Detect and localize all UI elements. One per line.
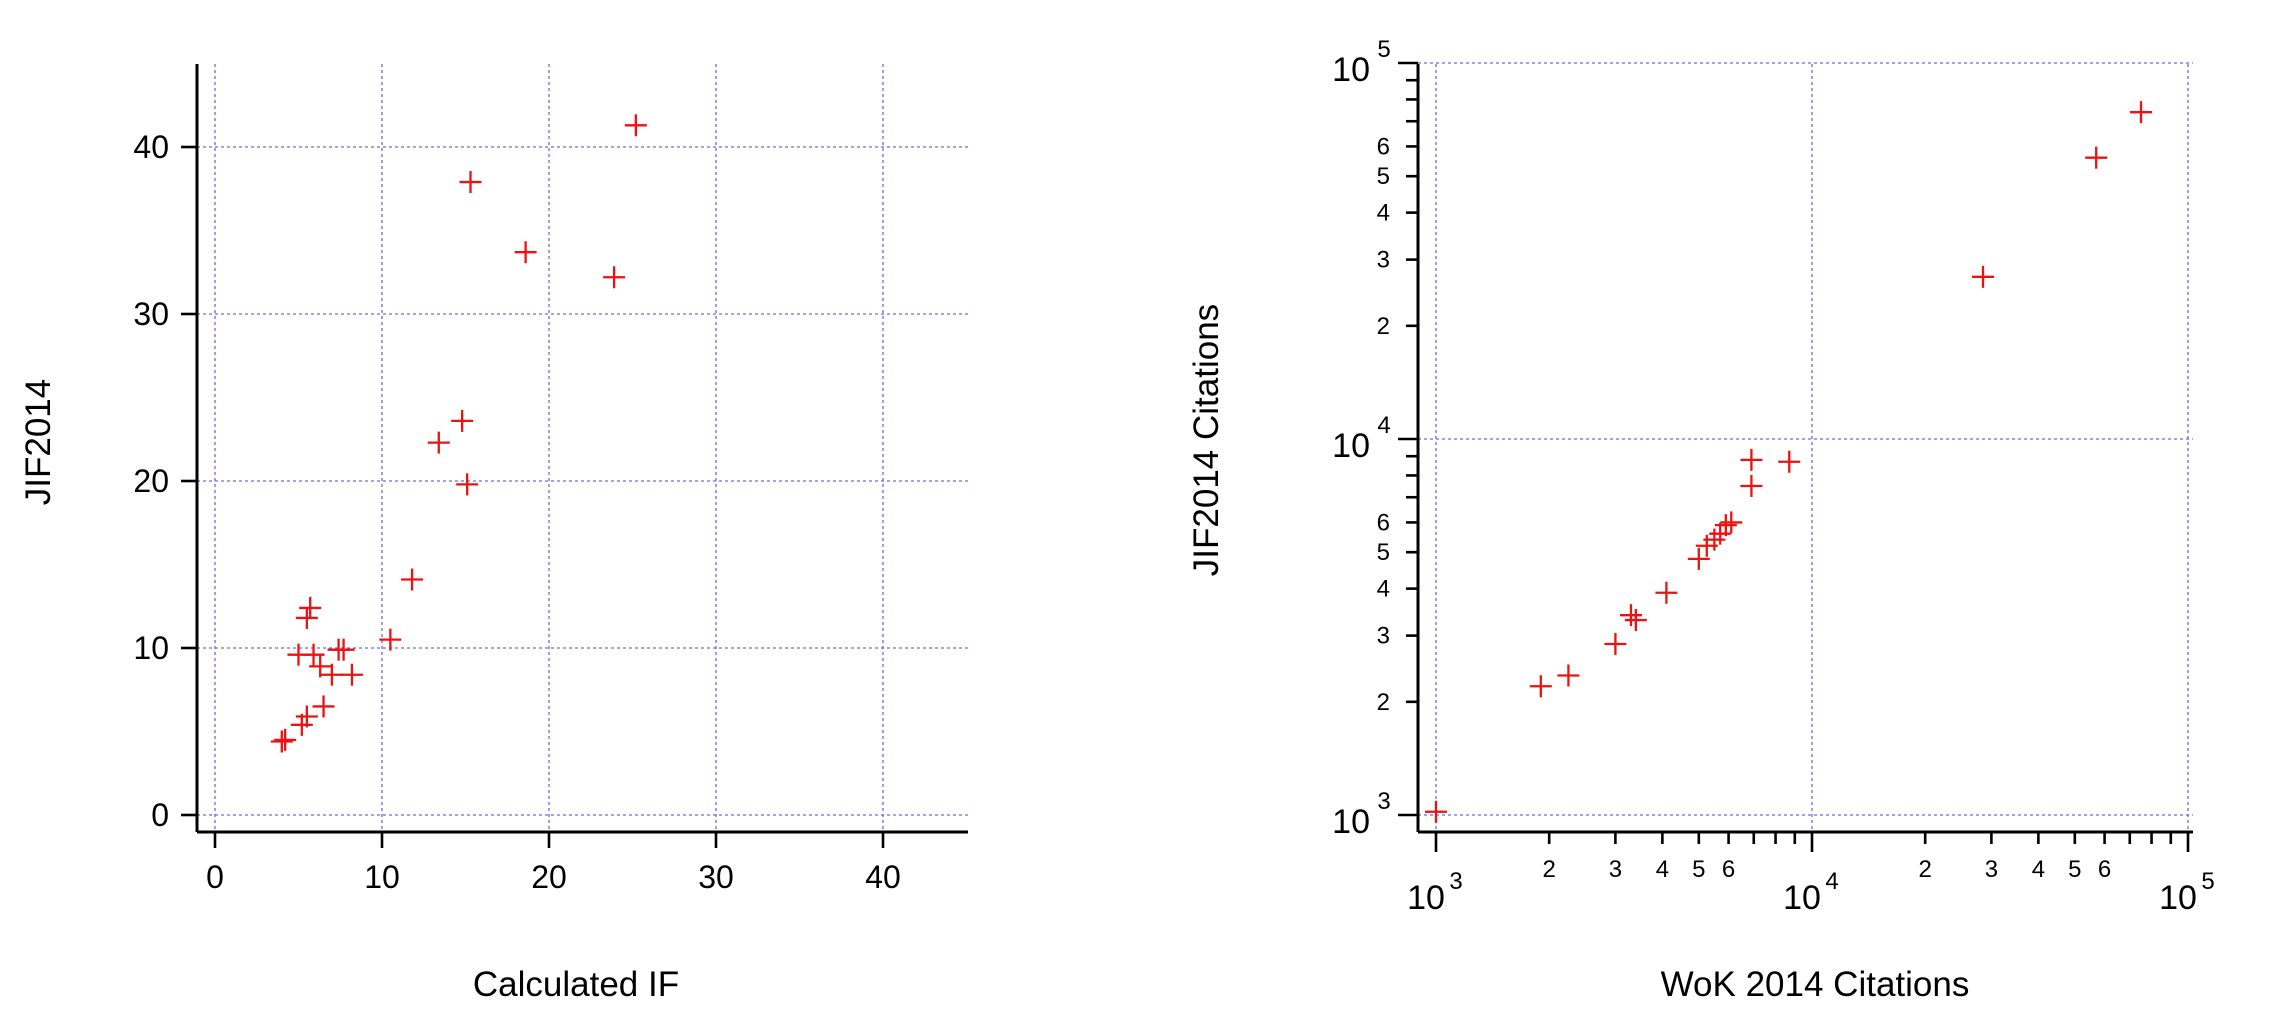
right-y-minor-label: 3	[1377, 247, 1390, 274]
right-data-point	[1709, 522, 1732, 545]
right-data-point	[2130, 101, 2153, 124]
right-x-minor-label: 5	[2068, 856, 2081, 883]
right-y-tick-exponent: 4	[1377, 412, 1390, 439]
left-x-tick-label: 30	[698, 859, 734, 895]
right-x-tick-exponent: 5	[2201, 868, 2214, 895]
right-axes	[1416, 64, 2193, 834]
left-x-axis-label: Calculated IF	[473, 965, 679, 1004]
left-data-point	[340, 663, 363, 686]
right-gridlines	[1418, 62, 2193, 832]
left-gridlines	[197, 64, 968, 832]
right-y-minor-label: 6	[1377, 509, 1390, 536]
right-data-point	[1619, 604, 1642, 627]
right-y-minor-label: 2	[1377, 313, 1390, 340]
left-data-point	[295, 606, 318, 629]
right-data-point	[1778, 450, 1801, 473]
left-data-point	[379, 628, 402, 651]
left-y-axis-label: JIF2014	[19, 379, 58, 505]
right-y-tick-label: 10	[1332, 803, 1370, 841]
right-data-point	[1557, 664, 1580, 687]
left-x-tick-label: 10	[364, 859, 400, 895]
left-data-point	[451, 409, 474, 432]
chart-calculated-if-vs-jif2014: 0 10 20 30 40 0 10 20 30 40 Calculated IF JIF2014	[19, 64, 968, 1004]
left-data-point	[332, 638, 355, 661]
right-data-point	[1425, 800, 1447, 823]
left-data-point	[459, 171, 482, 194]
right-y-tick-label: 10	[1332, 427, 1370, 465]
right-data-point	[1655, 581, 1678, 604]
right-data-point	[1740, 474, 1763, 497]
right-data-point	[1529, 675, 1552, 698]
right-x-minor-label: 6	[1722, 856, 1735, 883]
left-data-point	[274, 728, 297, 751]
right-data-point	[1624, 609, 1647, 632]
left-data-point	[401, 568, 424, 591]
right-data-point	[1703, 528, 1726, 551]
left-data-point	[295, 705, 318, 728]
right-y-tick-exponent: 5	[1377, 36, 1390, 63]
left-data-point	[309, 655, 332, 678]
left-x-tick-label: 40	[865, 859, 901, 895]
left-data-point	[427, 431, 450, 454]
right-x-tick-exponent: 4	[1825, 868, 1838, 895]
left-y-tick-label: 0	[151, 797, 169, 833]
left-data-point	[624, 114, 647, 137]
right-y-minor-label: 5	[1377, 163, 1390, 190]
right-data-point	[2085, 146, 2108, 169]
left-data-point	[514, 241, 537, 264]
left-axes	[195, 64, 968, 834]
right-x-minor-label: 5	[1692, 856, 1705, 883]
left-data-point	[603, 266, 626, 289]
right-y-tick-label: 10	[1332, 51, 1370, 89]
right-x-minor-label: 2	[1543, 856, 1556, 883]
left-data-points	[270, 114, 647, 753]
right-x-minor-label: 6	[2098, 856, 2111, 883]
left-y-tick-label: 20	[133, 463, 169, 499]
right-y-minor-label: 3	[1377, 623, 1390, 650]
left-y-tick-label: 40	[133, 129, 169, 165]
left-data-point	[270, 730, 293, 753]
right-x-minor-label: 4	[1656, 856, 1669, 883]
right-x-axis-label: WoK 2014 Citations	[1661, 965, 1970, 1004]
left-data-point	[302, 643, 325, 666]
right-data-point	[1714, 514, 1737, 537]
left-x-tick-label: 20	[531, 859, 567, 895]
left-tick-labels: 0 10 20 30 40 0 10 20 30 40	[133, 129, 900, 895]
left-data-point	[320, 663, 343, 686]
right-y-minor-label: 4	[1377, 576, 1390, 603]
left-data-point	[456, 473, 479, 496]
right-x-minor-label: 2	[1919, 856, 1932, 883]
right-y-axis-label: JIF2014 Citations	[1187, 304, 1226, 576]
left-y-tick-label: 10	[133, 630, 169, 666]
right-y-tick-exponent: 3	[1377, 788, 1390, 815]
right-y-minor-label: 5	[1377, 539, 1390, 566]
left-data-point	[299, 596, 322, 619]
right-data-point	[1740, 448, 1763, 471]
right-x-tick-label: 10	[2159, 879, 2197, 917]
left-data-point	[312, 695, 335, 718]
right-y-minor-label: 2	[1377, 689, 1390, 716]
left-y-tick-label: 30	[133, 296, 169, 332]
left-x-tick-label: 0	[206, 859, 224, 895]
right-x-minor-label: 4	[2032, 856, 2045, 883]
right-x-minor-label: 3	[1985, 856, 1998, 883]
right-data-point	[1720, 511, 1743, 534]
right-x-minor-label: 3	[1609, 856, 1622, 883]
right-x-tick-label: 10	[1407, 879, 1445, 917]
right-data-point	[1604, 632, 1627, 655]
right-data-point	[1972, 265, 1995, 288]
right-x-tick-label: 10	[1783, 879, 1821, 917]
right-x-tick-exponent: 3	[1449, 868, 1462, 895]
left-ticks	[181, 145, 885, 848]
right-y-minor-label: 6	[1377, 133, 1390, 160]
right-data-points	[1425, 101, 2153, 823]
right-ticks	[1398, 61, 2190, 852]
right-y-minor-label: 4	[1377, 200, 1390, 227]
right-data-point	[1687, 547, 1710, 570]
